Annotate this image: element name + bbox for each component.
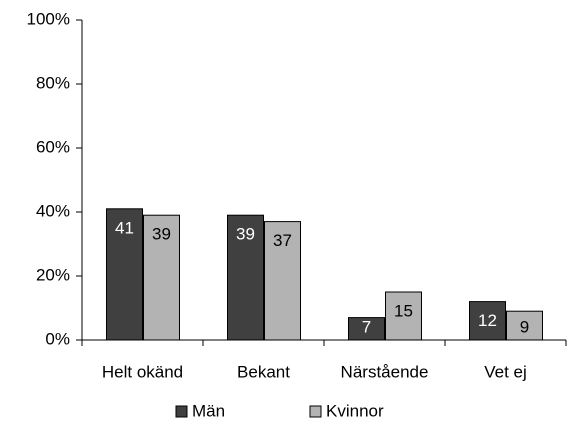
legend-swatch xyxy=(309,405,322,418)
data-label: 37 xyxy=(273,231,292,250)
legend-label: Män xyxy=(192,401,225,420)
bar xyxy=(385,291,422,341)
x-tick-label: Bekant xyxy=(237,362,290,381)
y-tick-label: 0% xyxy=(45,329,70,348)
data-label: 39 xyxy=(236,225,255,244)
data-label: 12 xyxy=(478,311,497,330)
bar xyxy=(106,208,143,341)
legend-label: Kvinnor xyxy=(326,401,384,420)
y-tick-label: 80% xyxy=(36,73,70,92)
y-tick-label: 20% xyxy=(36,265,70,284)
data-label: 41 xyxy=(115,218,134,237)
bar xyxy=(227,214,264,341)
bar xyxy=(143,214,180,341)
y-tick-label: 40% xyxy=(36,201,70,220)
bar xyxy=(506,310,543,341)
x-tick-label: Närstående xyxy=(341,362,429,381)
bar xyxy=(264,221,301,341)
x-tick-label: Helt okänd xyxy=(102,362,183,381)
data-label: 15 xyxy=(394,301,413,320)
data-label: 39 xyxy=(152,225,171,244)
x-tick-label: Vet ej xyxy=(484,362,527,381)
bar xyxy=(348,317,385,341)
y-tick-label: 100% xyxy=(27,9,70,28)
bar xyxy=(469,301,506,341)
data-label: 7 xyxy=(362,317,371,336)
legend-swatch xyxy=(175,405,188,418)
y-tick-label: 60% xyxy=(36,137,70,156)
data-label: 9 xyxy=(520,317,529,336)
